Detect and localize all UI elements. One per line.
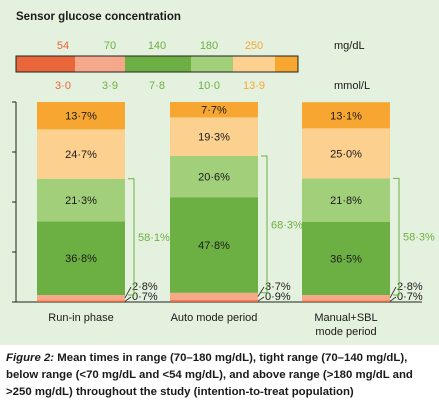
very-low-label: 0·7%	[132, 291, 158, 303]
scale-segment	[275, 56, 298, 72]
bar-segment	[170, 292, 258, 301]
below-range-label: 3·7%	[265, 281, 291, 293]
scale-mgdl-tick: 54	[57, 40, 69, 52]
time-in-range-label: 58·1%	[138, 232, 170, 244]
bar-segment-label: 47·8%	[198, 240, 230, 252]
caption-text: Mean times in range (70–180 mg/dL), tigh…	[6, 352, 413, 398]
x-category-label: Manual+SBL mode period	[314, 312, 377, 338]
range-bracket	[261, 155, 268, 294]
bar-segment	[170, 300, 258, 302]
x-category-label: Auto mode period	[171, 312, 258, 324]
time-in-range-label: 58·3%	[403, 232, 435, 244]
scale-mgdl-tick: 250	[245, 40, 263, 52]
leader-line	[257, 286, 265, 297]
range-bracket	[393, 177, 400, 296]
scale-mgdl-tick: 180	[200, 40, 218, 52]
scale-unit-mgdl: mg/dL	[334, 40, 365, 52]
bar-segment-label: 13·1%	[330, 110, 362, 122]
below-range-label: 2·8%	[132, 281, 158, 293]
bar-segment	[170, 197, 258, 293]
bar-segment-label: 13·7%	[65, 111, 97, 123]
bar-segment	[302, 128, 390, 179]
scale-mgdl-tick: 70	[104, 40, 116, 52]
scale-unit-mmol: mmol/L	[334, 80, 370, 92]
bar-segment-label: 20·6%	[198, 172, 230, 184]
time-in-range-label: 68·3%	[271, 219, 303, 231]
bar-segment	[37, 129, 125, 179]
scale-segment	[16, 56, 75, 72]
scale-mmol-tick: 3·9	[102, 80, 118, 92]
bar-segment-label: 24·7%	[65, 149, 97, 161]
bar-segment-label: 36·5%	[330, 254, 362, 266]
below-range-label: 2·8%	[397, 281, 423, 293]
bar-segment	[37, 300, 125, 302]
bar-segment	[302, 102, 390, 129]
scale-segment	[125, 56, 191, 72]
caption-label: Figure 2:	[6, 352, 55, 364]
leader-line	[389, 296, 397, 302]
very-low-label: 0·7%	[397, 291, 423, 303]
very-low-label: 0·9%	[265, 291, 291, 303]
figure-caption: Figure 2: Mean times in range (70–180 mg…	[6, 350, 434, 401]
bar-segment-label: 7·7%	[201, 105, 227, 117]
glucose-range-chart: Sensor glucose concentration 54 70 140 180 25…	[12, 11, 435, 338]
bar-segment	[170, 156, 258, 198]
leader-line	[389, 286, 397, 298]
bar-segment-label: 21·8%	[330, 195, 362, 207]
scale-mmol-tick: 10·0	[198, 80, 220, 92]
bar-segment	[170, 102, 258, 118]
leader-line	[124, 296, 132, 302]
chart-title: Sensor glucose concentration	[16, 11, 181, 23]
bar-segment	[302, 222, 390, 295]
x-category-label: Run-in phase	[48, 312, 113, 324]
bar-segment	[170, 117, 258, 156]
bar-segment-label: 21·3%	[65, 195, 97, 207]
scale-mmol-tick: 7·8	[149, 80, 165, 92]
scale-mmol-tick: 3·0	[55, 80, 71, 92]
bar-segment	[37, 178, 125, 222]
range-bracket	[128, 178, 135, 296]
leader-line	[124, 286, 132, 298]
bar-segment	[37, 102, 125, 130]
bar-segment	[302, 178, 390, 222]
bar-segment	[37, 221, 125, 295]
scale-border	[15, 55, 299, 73]
scale-segment	[75, 56, 125, 72]
bar-segment-label: 25·0%	[330, 148, 362, 160]
scale-mmol-tick: 13·9	[243, 80, 265, 92]
scale-segment	[233, 56, 275, 72]
scale-segment	[191, 56, 233, 72]
bar-segment-label: 36·8%	[65, 253, 97, 265]
bar-segment-label: 19·3%	[198, 132, 230, 144]
bar-segment	[37, 295, 125, 301]
leader-line	[257, 296, 265, 302]
bar-segment	[302, 300, 390, 302]
bar-segment	[302, 295, 390, 301]
scale-mgdl-tick: 140	[148, 40, 166, 52]
